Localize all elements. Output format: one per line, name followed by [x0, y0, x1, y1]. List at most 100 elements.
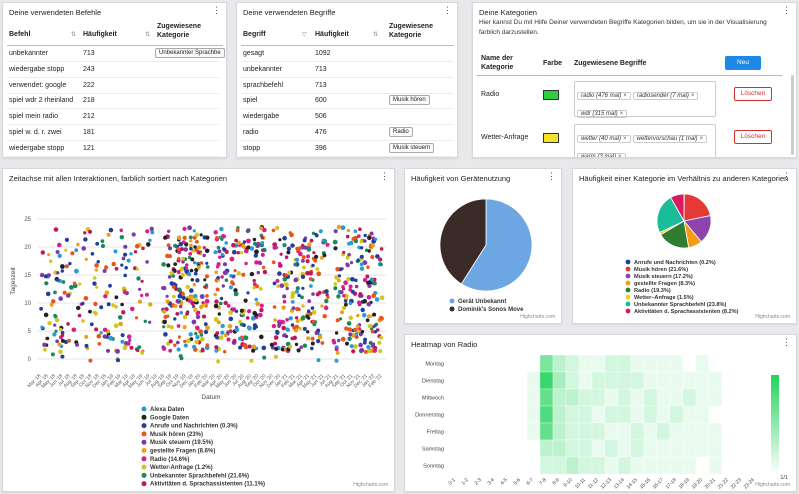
heatmap-cell[interactable]	[526, 371, 541, 390]
heatmap-cell[interactable]	[513, 371, 528, 390]
heatmap-cell[interactable]	[682, 371, 697, 390]
heatmap-cell[interactable]	[578, 439, 593, 458]
legend-item[interactable]: Radio (19.3%)	[634, 288, 671, 294]
remove-tag-icon[interactable]: ×	[618, 154, 622, 158]
pie-slice[interactable]	[656, 196, 685, 233]
heatmap-cell[interactable]	[617, 439, 632, 458]
heatmap-cell[interactable]	[643, 456, 658, 475]
heatmap-cell[interactable]	[591, 371, 606, 390]
heatmap-cell[interactable]	[513, 422, 528, 441]
heatmap-cell[interactable]	[643, 439, 658, 458]
legend-item[interactable]: gestellte Fragen (8.6%)	[150, 449, 215, 455]
heatmap-cell[interactable]	[630, 371, 645, 390]
category-tag-button[interactable]: Unbekannter Sprachbe	[155, 48, 225, 58]
heatmap-cell[interactable]	[604, 439, 619, 458]
heatmap-cell[interactable]	[721, 371, 736, 390]
heatmap-cell[interactable]	[747, 405, 762, 424]
heatmap-cell[interactable]	[630, 439, 645, 458]
heatmap-cell[interactable]	[695, 422, 710, 441]
heatmap-cell[interactable]	[513, 405, 528, 424]
heatmap-cell[interactable]	[461, 405, 476, 424]
category-tag-button[interactable]: Musik steuern	[389, 142, 435, 153]
heatmap-cell[interactable]	[669, 354, 684, 373]
heatmap-cell[interactable]	[669, 405, 684, 424]
heatmap-cell[interactable]	[734, 371, 749, 390]
remove-tag-icon[interactable]: ×	[699, 136, 704, 142]
heatmap-cell[interactable]	[578, 388, 593, 407]
heatmap-cell[interactable]	[630, 354, 645, 373]
heatmap-cell[interactable]	[578, 354, 593, 373]
heatmap-cell[interactable]	[591, 405, 606, 424]
legend-item[interactable]: Aktivitäten d. Sprachassistenten (11.1%)	[150, 482, 265, 488]
remove-tag-icon[interactable]: ×	[690, 93, 695, 99]
heatmap-cell[interactable]	[448, 422, 463, 441]
heatmap-cell[interactable]	[448, 456, 463, 475]
heatmap-cell[interactable]	[487, 405, 502, 424]
panel-menu-icon[interactable]: ⋮	[443, 5, 452, 15]
heatmap-cell[interactable]	[552, 456, 567, 475]
heatmap-cell[interactable]	[604, 422, 619, 441]
heatmap-cell[interactable]	[500, 422, 515, 441]
heatmap-cell[interactable]	[695, 456, 710, 475]
heatmap-cell[interactable]	[448, 371, 463, 390]
heatmap-cell[interactable]	[747, 354, 762, 373]
heatmap-cell[interactable]	[461, 439, 476, 458]
heatmap-cell[interactable]	[526, 388, 541, 407]
heatmap-cell[interactable]	[695, 354, 710, 373]
heatmap-cell[interactable]	[656, 439, 671, 458]
heatmap-cell[interactable]	[721, 422, 736, 441]
heatmap-cell[interactable]	[591, 354, 606, 373]
heatmap-cell[interactable]	[474, 388, 489, 407]
legend-item[interactable]: Gerät Unbekannt	[458, 299, 506, 305]
panel-menu-icon[interactable]: ⋮	[782, 337, 791, 347]
col-header-kategorie[interactable]: Zugewiesene Kategorie	[157, 23, 201, 39]
pie-slice[interactable]	[439, 198, 487, 285]
heatmap-cell[interactable]	[578, 405, 593, 424]
heatmap-cell[interactable]	[500, 456, 515, 475]
heatmap-cell[interactable]	[565, 456, 580, 475]
heatmap-cell[interactable]	[565, 354, 580, 373]
heatmap-cell[interactable]	[734, 354, 749, 373]
legend-item[interactable]: Alexa Daten	[150, 407, 185, 413]
col-header-haeufigkeit[interactable]: Häufigkeit	[315, 31, 349, 38]
heatmap-cell[interactable]	[747, 439, 762, 458]
heatmap-cell[interactable]	[617, 371, 632, 390]
heatmap-cell[interactable]	[721, 405, 736, 424]
panel-menu-icon[interactable]: ⋮	[547, 171, 556, 181]
heatmap-cell[interactable]	[682, 439, 697, 458]
heatmap-cell[interactable]	[513, 439, 528, 458]
heatmap-cell[interactable]	[682, 354, 697, 373]
filter-icon[interactable]: ▽	[302, 32, 307, 38]
legend-item[interactable]: Aktivitäten d. Sprachassistenten (8.2%)	[634, 309, 739, 315]
col-header-befehl[interactable]: Befehl	[9, 31, 31, 38]
heatmap-cell[interactable]	[578, 456, 593, 475]
heatmap-cell[interactable]	[721, 354, 736, 373]
heatmap-cell[interactable]	[513, 354, 528, 373]
heatmap-cell[interactable]	[604, 388, 619, 407]
heatmap-cell[interactable]	[708, 388, 723, 407]
heatmap-cell[interactable]	[617, 422, 632, 441]
heatmap-cell[interactable]	[539, 354, 554, 373]
heatmap-cell[interactable]	[643, 422, 658, 441]
heatmap-cell[interactable]	[474, 422, 489, 441]
heatmap-cell[interactable]	[539, 422, 554, 441]
heatmap-cell[interactable]	[669, 371, 684, 390]
heatmap-cell[interactable]	[552, 371, 567, 390]
heatmap-cell[interactable]	[617, 354, 632, 373]
heatmap-cell[interactable]	[721, 456, 736, 475]
heatmap-cell[interactable]	[695, 371, 710, 390]
heatmap-cell[interactable]	[630, 405, 645, 424]
heatmap-cell[interactable]	[487, 439, 502, 458]
heatmap-cell[interactable]	[669, 456, 684, 475]
heatmap-cell[interactable]	[500, 405, 515, 424]
heatmap-cell[interactable]	[474, 456, 489, 475]
heatmap-cell[interactable]	[734, 439, 749, 458]
heatmap-cell[interactable]	[526, 405, 541, 424]
legend-item[interactable]: Wetter-Anfrage (1.2%)	[150, 465, 213, 471]
heatmap-cell[interactable]	[708, 371, 723, 390]
heatmap-cell[interactable]	[552, 405, 567, 424]
heatmap-cell[interactable]	[604, 354, 619, 373]
col-header-kategorie[interactable]: Zugewiesene Kategorie	[389, 23, 433, 39]
heatmap-cell[interactable]	[656, 422, 671, 441]
heatmap-cell[interactable]	[708, 439, 723, 458]
